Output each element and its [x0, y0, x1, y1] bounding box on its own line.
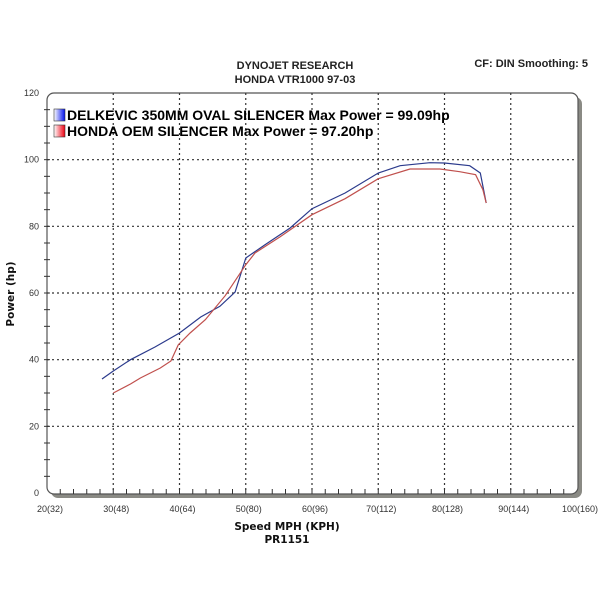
- legend-label-honda-oem: HONDA OEM SILENCER Max Power = 97.20hp: [67, 123, 373, 139]
- chart-subtitle: HONDA VTR1000 97-03: [234, 74, 356, 86]
- legend-swatch-honda-oem: [53, 124, 66, 138]
- chart-title: DYNOJET RESEARCH: [236, 60, 354, 72]
- y-tick-label: 100: [24, 155, 39, 165]
- x-tick-label: 40(64): [169, 504, 195, 514]
- x-tick-label: 60(96): [302, 504, 328, 514]
- x-tick-label: 50(80): [236, 504, 262, 514]
- series-line-honda-oem: [113, 168, 487, 394]
- legend-swatch-delkevic: [53, 108, 66, 122]
- y-tick-label: 60: [29, 288, 39, 298]
- legend: DELKEVIC 350MM OVAL SILENCER Max Power =…: [53, 107, 450, 139]
- settings-text: CF: DIN Smoothing: 5: [474, 58, 588, 70]
- legend-label-delkevic: DELKEVIC 350MM OVAL SILENCER Max Power =…: [67, 107, 450, 123]
- y-tick-label: 80: [29, 221, 39, 231]
- run-id-label: PR1151: [264, 534, 309, 546]
- x-tick-label: 30(48): [103, 504, 129, 514]
- y-axis-label: Power (hp): [5, 261, 17, 326]
- y-tick-label: 120: [24, 88, 39, 98]
- x-axis-label: Speed MPH (KPH): [234, 521, 339, 533]
- y-tick-label: 0: [34, 488, 39, 498]
- y-tick-label: 40: [29, 355, 39, 365]
- y-tick-label: 20: [29, 421, 39, 431]
- x-tick-label: 20(32): [37, 504, 63, 514]
- x-tick-label: 80(128): [432, 504, 463, 514]
- x-tick-label: 70(112): [366, 504, 396, 514]
- series-line-delkevic: [101, 162, 487, 380]
- x-tick-label: 90(144): [498, 504, 529, 514]
- x-tick-label: 100(160): [562, 504, 598, 514]
